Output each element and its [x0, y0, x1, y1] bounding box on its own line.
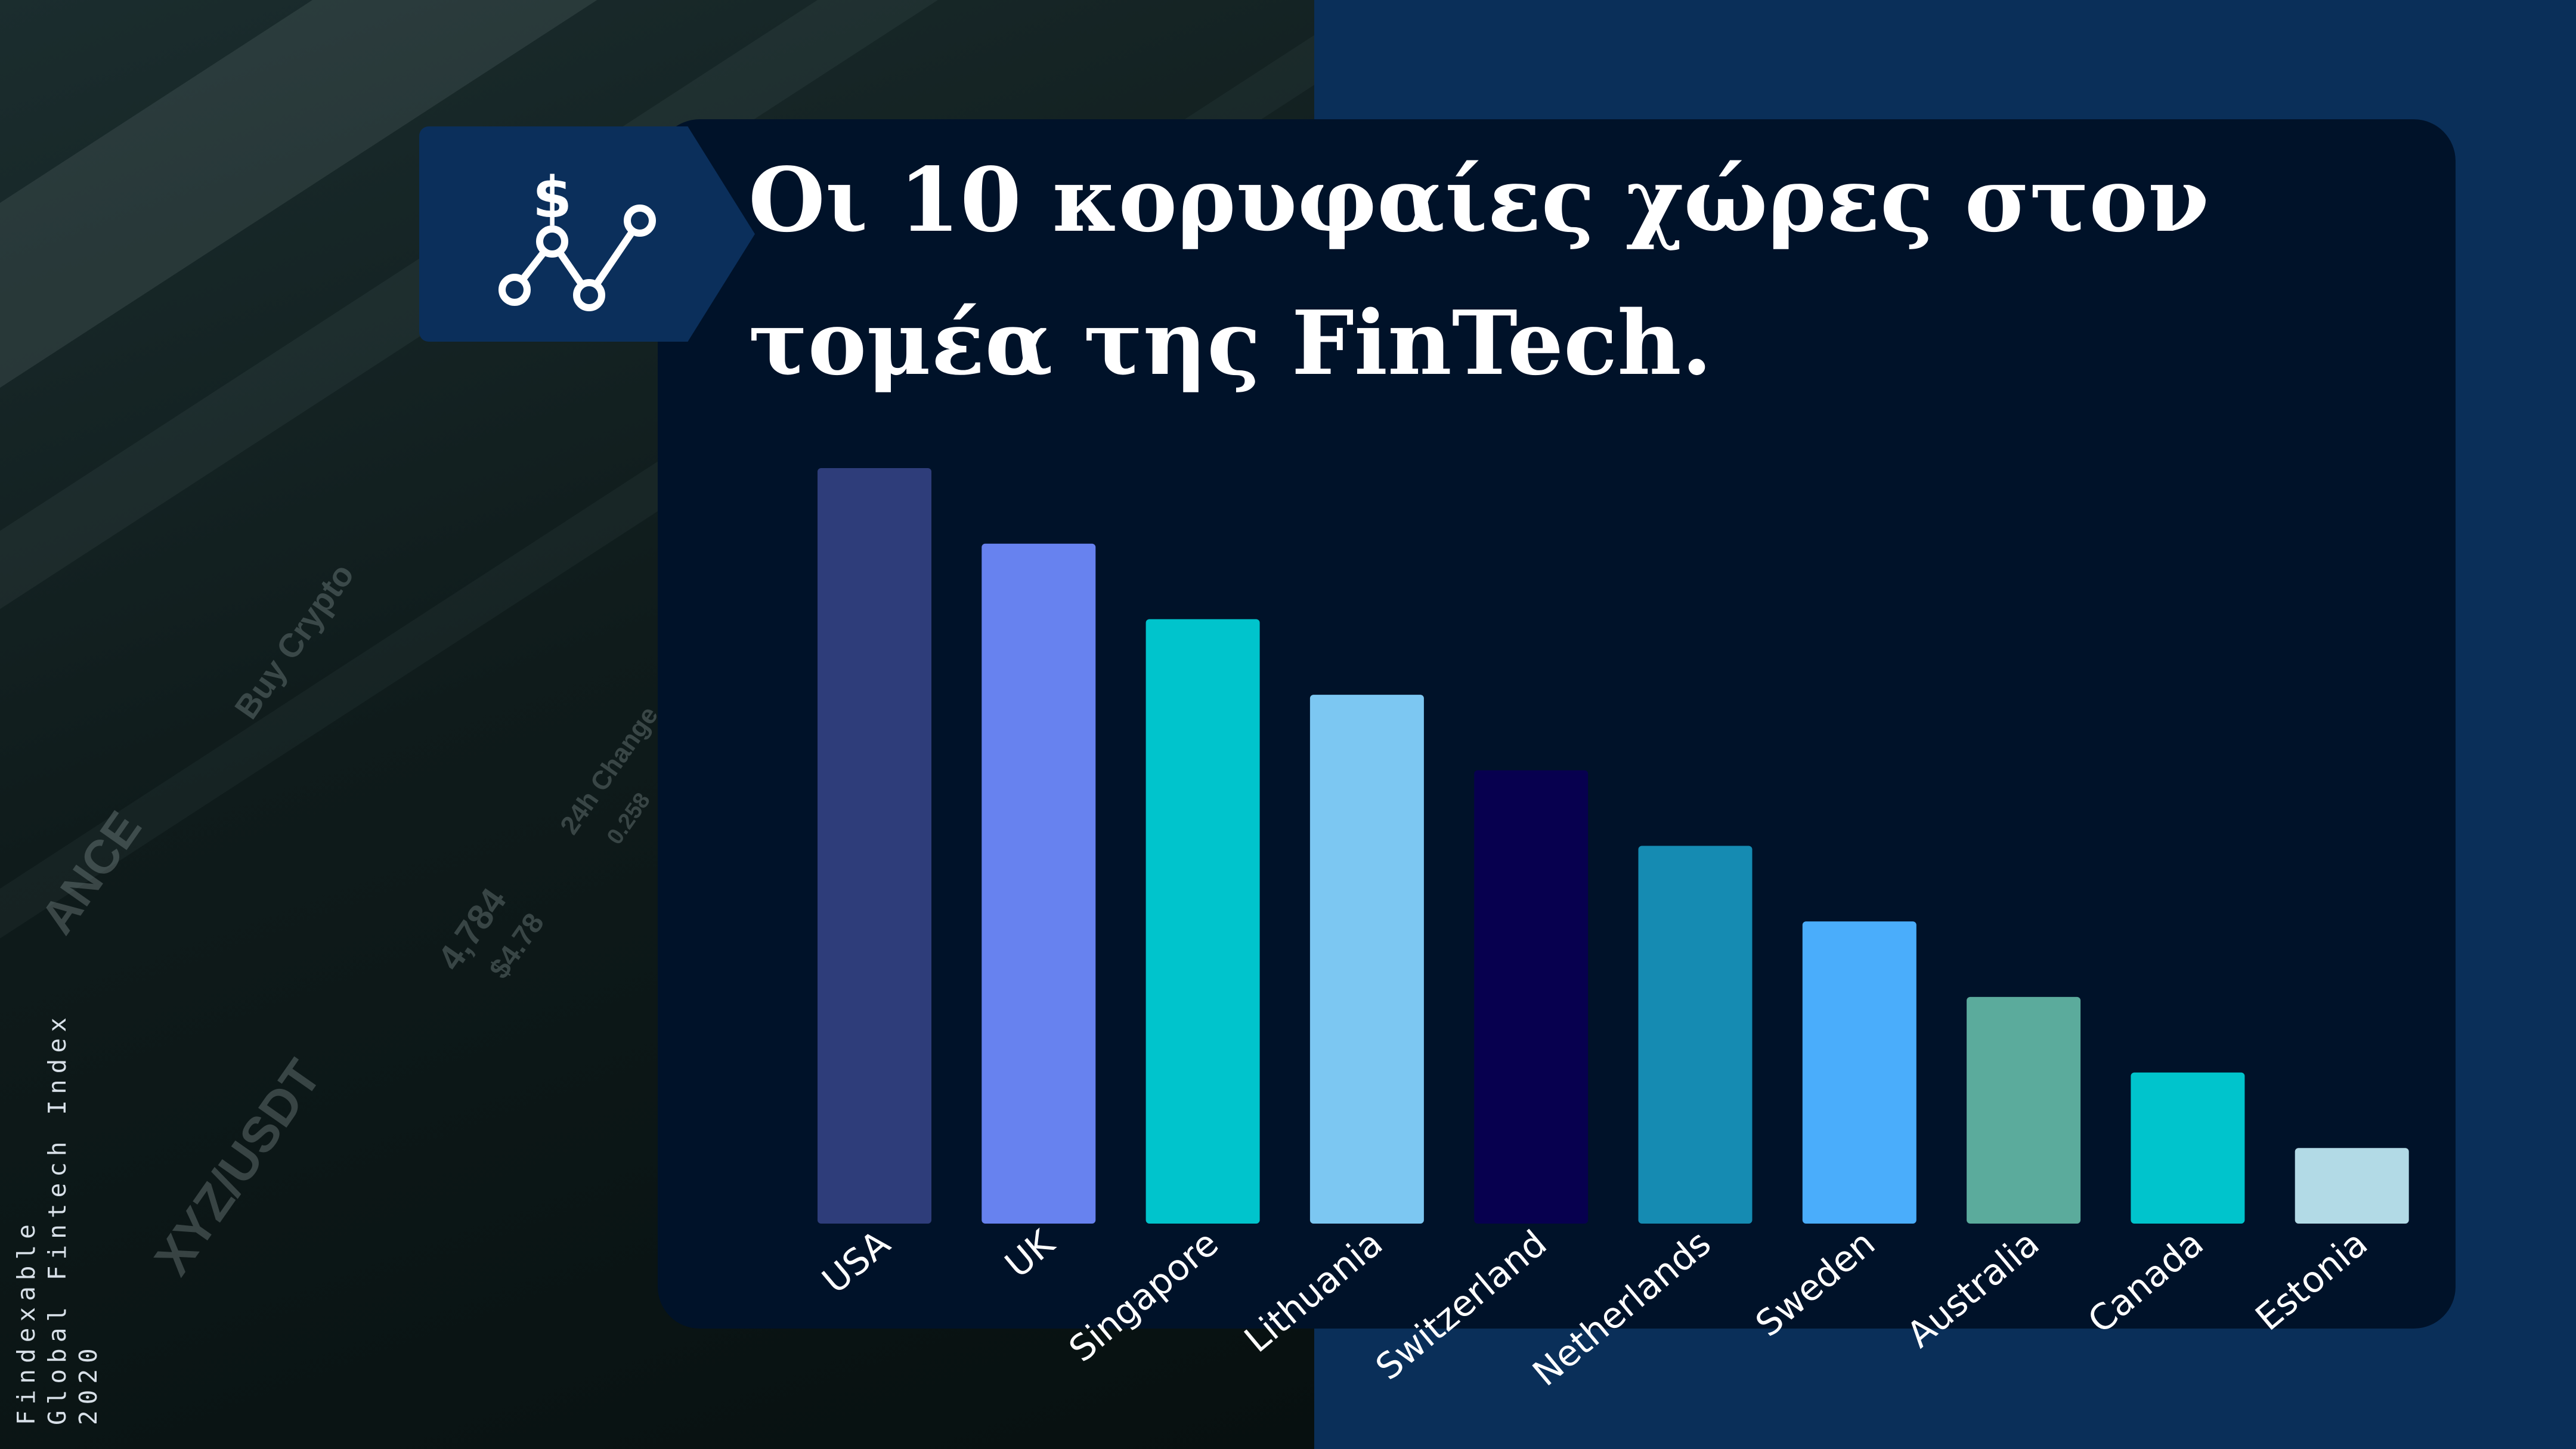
- icon-badge: $: [419, 126, 755, 342]
- bar-australia: [1967, 996, 2081, 1224]
- x-tick-label: Estonia: [2248, 1222, 2376, 1339]
- bar-singapore: [1145, 619, 1260, 1224]
- x-tick-label: Singapore: [1061, 1222, 1227, 1370]
- bar-switzerland: [1474, 770, 1589, 1224]
- x-tick-label: Australia: [1899, 1222, 2047, 1356]
- x-tick-label: USA: [815, 1222, 898, 1302]
- svg-text:$: $: [532, 165, 572, 231]
- x-tick-label: Netherlands: [1525, 1222, 1719, 1395]
- x-tick-label: Sweden: [1748, 1222, 1883, 1345]
- bar-lithuania: [1309, 695, 1424, 1224]
- x-tick-label: Canada: [2080, 1222, 2212, 1342]
- chart-title: Οι 10 κορυφαίες χώρες στον τομέα της Fin…: [748, 148, 2209, 395]
- bar-uk: [982, 543, 1096, 1224]
- bar-estonia: [2295, 1148, 2409, 1224]
- source-note-line: Global Fintech Index: [43, 1011, 72, 1425]
- bars-layer: [818, 468, 2409, 1224]
- bar-usa: [818, 468, 931, 1224]
- bar-netherlands: [1638, 846, 1753, 1224]
- source-note-line: Findexable: [12, 1218, 41, 1425]
- dollar-trend-line-icon: $: [499, 165, 656, 311]
- x-tick-label: Lithuania: [1237, 1222, 1391, 1361]
- source-note-line: 2020: [74, 1342, 103, 1425]
- bar-sweden: [1802, 921, 1916, 1224]
- bar-canada: [2131, 1072, 2245, 1224]
- source-note: Findexable Global Fintech Index 2020: [11, 829, 104, 1425]
- x-tick-label: UK: [998, 1222, 1063, 1286]
